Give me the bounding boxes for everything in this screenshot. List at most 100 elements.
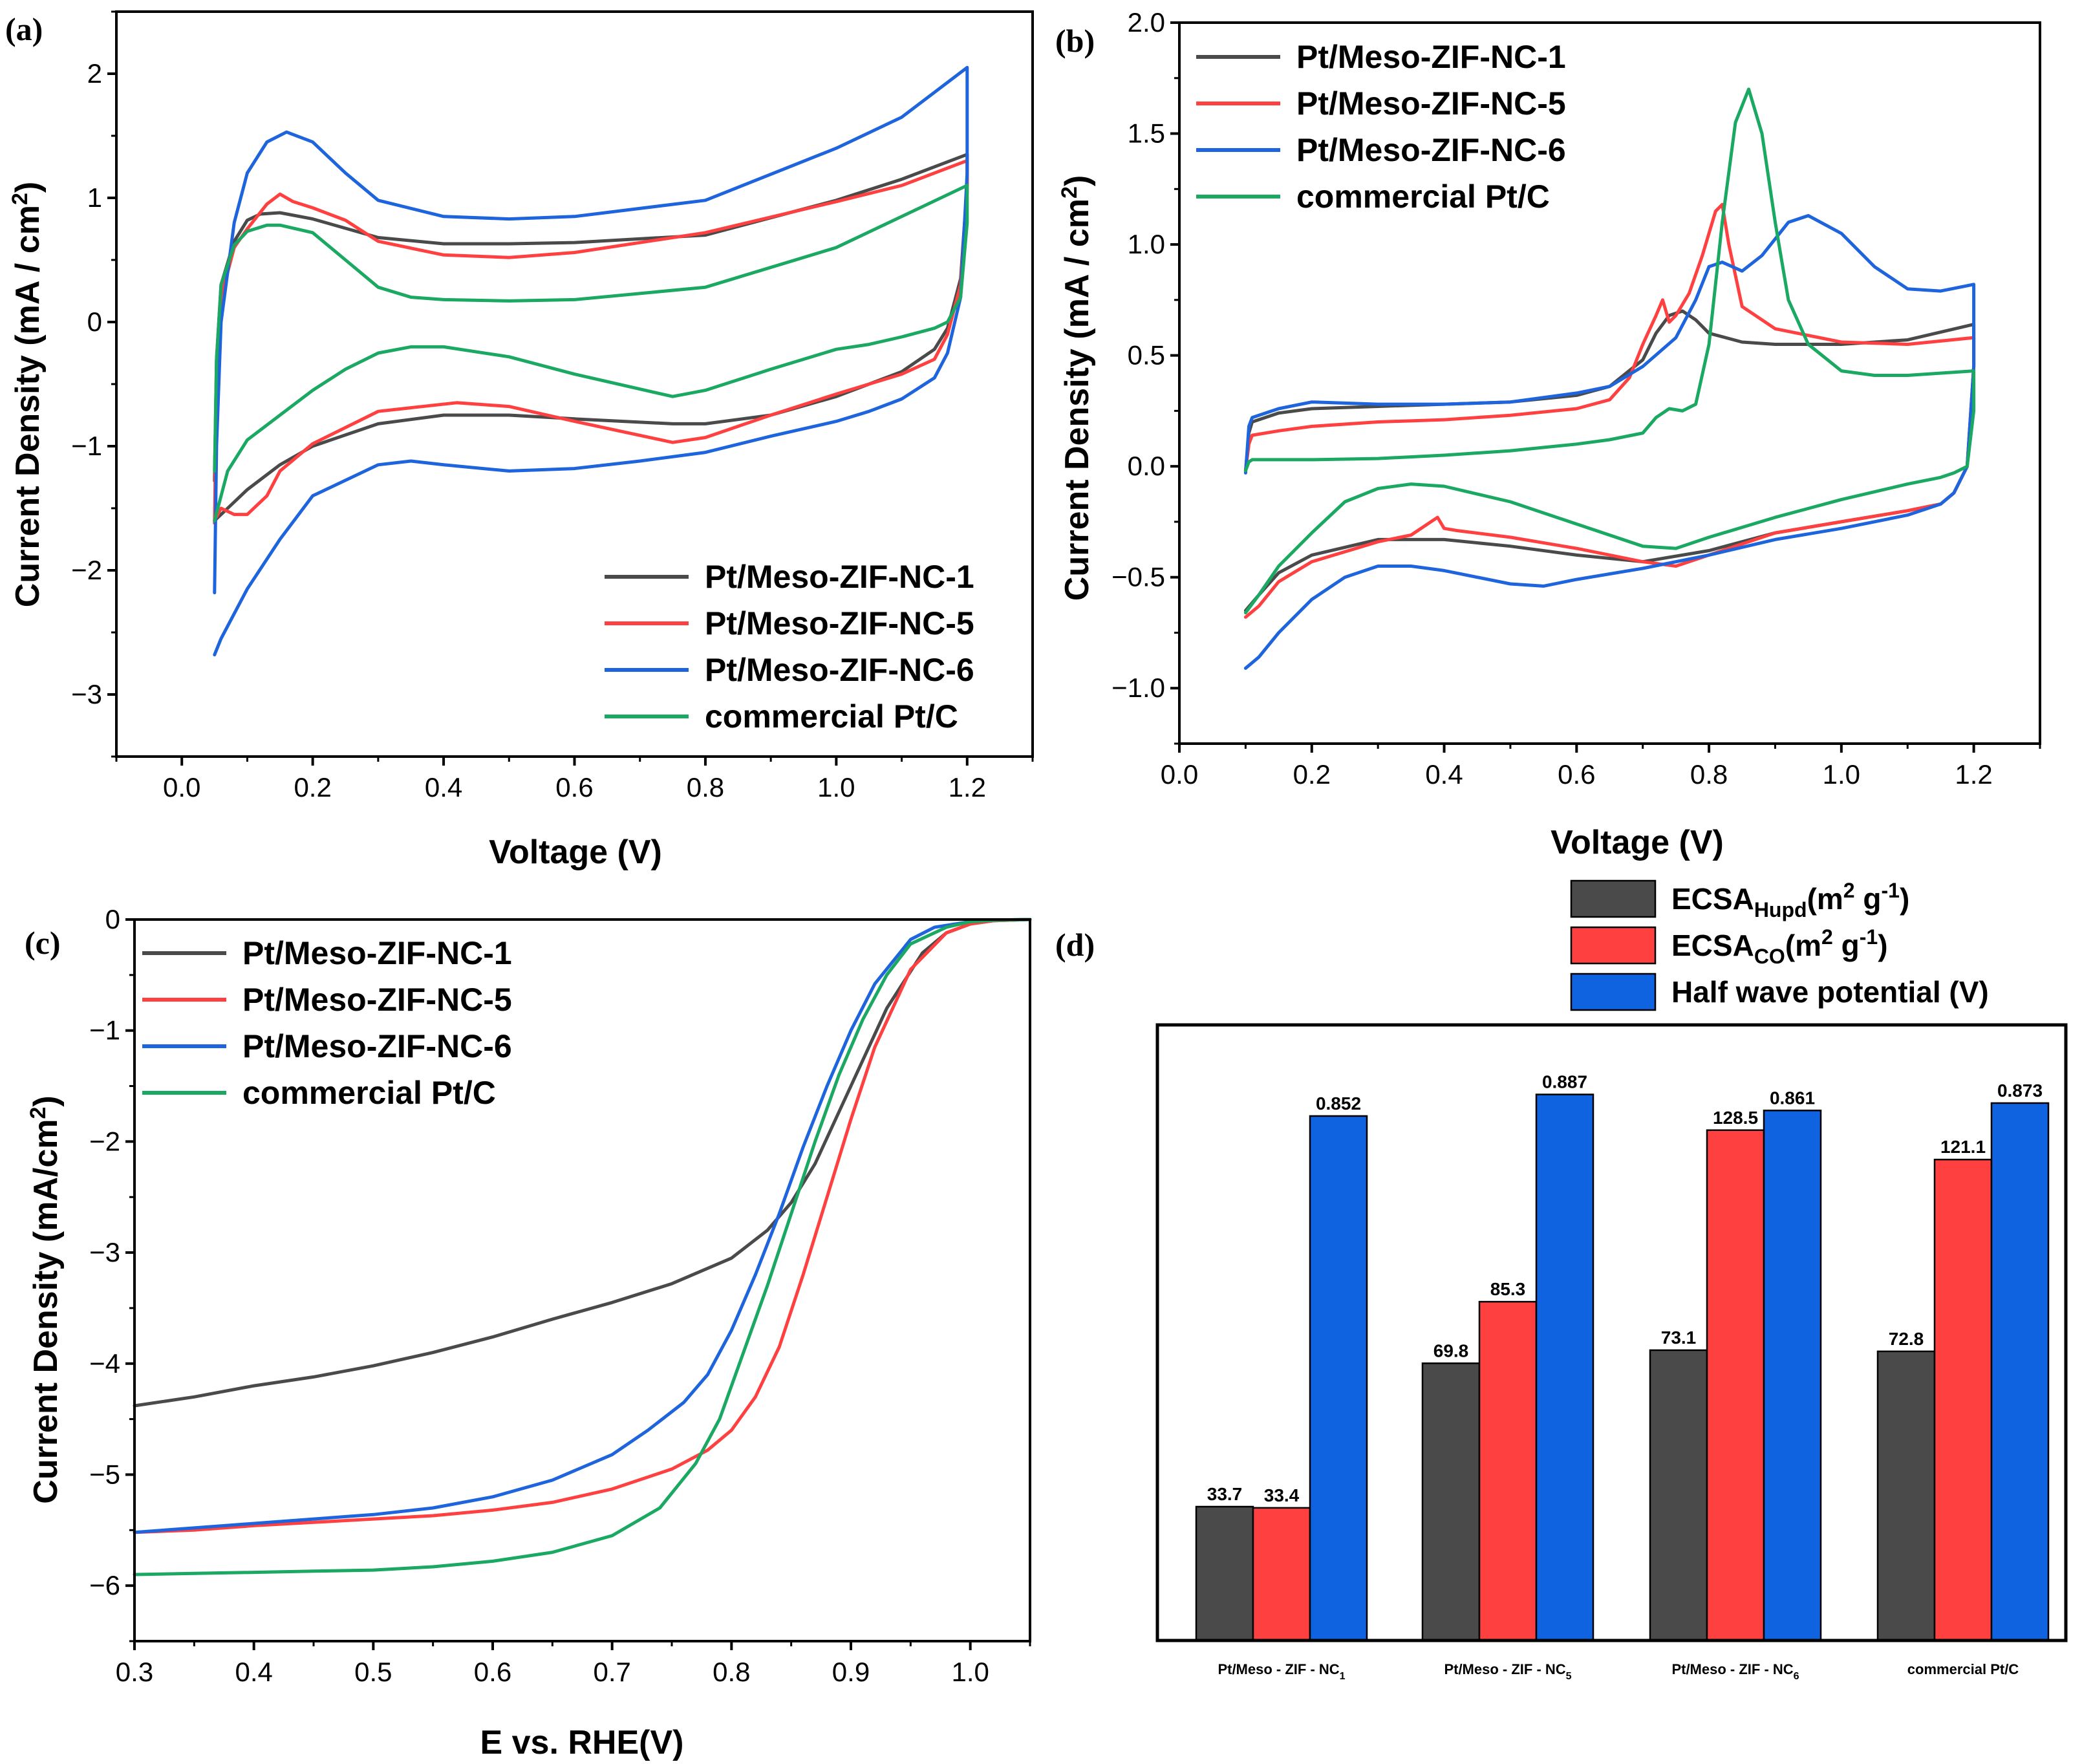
panel-a-y-tick-label: 2: [87, 58, 102, 89]
panel-d-bar-value-label: 69.8: [1433, 1340, 1469, 1361]
panel-a-y-tick-label: −2: [71, 555, 102, 585]
panel-c-x-axis-title: E vs. RHE(V): [480, 1724, 684, 1761]
panel-d-legend-label-2: ECSACO(m2 g-1): [1671, 925, 1888, 968]
panel-b-y-tick-label: 2.0: [1128, 7, 1165, 38]
panel-d-bar-s3-c4: [1990, 1102, 2050, 1642]
panel-a-x-tick-label: 0.2: [294, 772, 331, 802]
panel-c-plot-frame: [133, 918, 1031, 1642]
panel-c-series-line-3: [133, 918, 1032, 1534]
panel-d-bar-value-label: 0.887: [1542, 1072, 1587, 1092]
panel-d-bar-s3-c3: [1763, 1110, 1822, 1642]
panel-d-bar-value-label: 33.7: [1207, 1484, 1243, 1504]
panel-b-label: (b): [1055, 23, 1095, 59]
panel-c-legend: Pt/Meso-ZIF-NC-1 Pt/Meso-ZIF-NC-5 Pt/Meso-…: [142, 935, 512, 1111]
panel-b-series-line-1: [1243, 309, 1976, 612]
panel-d-legend-label-3: Half wave potential (V): [1671, 975, 1989, 1009]
panel-d-legend: ECSAHupd(m2 g-1)ECSACO(m2 g-1) Half wave …: [1570, 879, 1989, 1011]
panel-a-y-tick-label: −3: [71, 679, 102, 709]
panel-c-series-line-2: [133, 918, 1032, 1534]
panel-d-bar-s1-c2: [1421, 1362, 1481, 1642]
panel-d-bar-s1-c3: [1649, 1349, 1708, 1642]
panel-c-x-tick-label: 0.7: [593, 1657, 630, 1687]
panel-c-x-tick-label: 0.3: [116, 1657, 153, 1687]
panel-c-y-tick-label: −3: [89, 1237, 120, 1267]
panel-b-x-tick-label: 0.4: [1425, 759, 1463, 790]
panel-c-y-tick-label: −4: [89, 1348, 120, 1379]
panel-a-x-tick-label: 0.8: [687, 772, 724, 802]
panel-d-bar-value-label: 0.861: [1770, 1088, 1815, 1108]
panel-c-y-tick-label: −6: [89, 1570, 120, 1600]
panel-c-x-tick-label: 0.4: [235, 1657, 272, 1687]
panel-d-category-label-3: Pt/Meso - ZIF - NC6: [1671, 1661, 1799, 1682]
panel-d-bar-value-label: 85.3: [1490, 1279, 1526, 1299]
panel-a-y-tick-label: −1: [71, 431, 102, 461]
panel-b-x-tick-label: 0.8: [1690, 759, 1728, 790]
panel-a-ticks: 0.0 0.2 0.4 0.6 0.8 1.0 1.2 −3 −2 −1 0 1 2: [71, 10, 1034, 802]
panel-b-legend-label-3: Pt/Meso-ZIF-NC-6: [1296, 132, 1566, 168]
panel-b-y-tick-label: 1.0: [1128, 229, 1165, 259]
panel-b-legend-label-4: commercial Pt/C: [1296, 178, 1550, 215]
panel-c-x-tick-label: 0.8: [713, 1657, 750, 1687]
panel-d-bar-s2-c1: [1252, 1507, 1311, 1642]
panel-c-x-tick-label: 0.5: [354, 1657, 392, 1687]
panel-c-legend-label-3: Pt/Meso-ZIF-NC-6: [242, 1028, 512, 1064]
panel-a-x-tick-label: 0.4: [425, 772, 462, 802]
panel-b-series-line-2: [1243, 202, 1976, 619]
panel-c-plot-lines: [133, 918, 1032, 1576]
panel-c-y-tick-label: −1: [89, 1015, 120, 1046]
panel-b-co-stripping-chart: (b) 0.0 0.2 0.4 0.6 0.8 1.0 1.2 −1.0 −0.5 0.0 0.5 1…: [1055, 7, 2041, 861]
panel-d-bar-s2-c3: [1706, 1129, 1765, 1642]
panel-d-bar-s2-c4: [1933, 1158, 1993, 1642]
panel-d-bar-value-label: 128.5: [1713, 1108, 1758, 1128]
panel-b-y-tick-label: 0.5: [1128, 340, 1165, 371]
panel-a-plot-lines: [213, 65, 969, 657]
panel-a-y-tick-label: 1: [87, 182, 102, 213]
panel-c-y-tick-label: −2: [89, 1126, 120, 1156]
panel-d-bar-value-label: 73.1: [1661, 1328, 1697, 1348]
panel-c-legend-label-2: Pt/Meso-ZIF-NC-5: [242, 982, 512, 1018]
panel-b-x-tick-label: 0.6: [1558, 759, 1595, 790]
panel-c-x-tick-label: 0.6: [474, 1657, 511, 1687]
panel-b-y-axis-title: Current Density (mA / cm2): [1057, 175, 1096, 601]
panel-d-label: (d): [1055, 927, 1095, 963]
panel-b-legend-label-2: Pt/Meso-ZIF-NC-5: [1296, 85, 1566, 122]
panel-c-label: (c): [25, 925, 61, 961]
panel-c-y-tick-label: 0: [105, 904, 120, 934]
panel-b-x-tick-label: 1.0: [1823, 759, 1860, 790]
panel-b-y-tick-label: −1.0: [1111, 672, 1165, 703]
panel-a-x-axis-title: Voltage (V): [489, 834, 662, 871]
panel-c-legend-label-4: commercial Pt/C: [242, 1075, 496, 1111]
panel-d-bar-s1-c1: [1195, 1505, 1254, 1642]
panel-a-legend: Pt/Meso-ZIF-NC-1 Pt/Meso-ZIF-NC-5 Pt/Meso-…: [605, 559, 974, 735]
panel-d-bar-s3-c1: [1309, 1115, 1368, 1642]
panel-a-plot-frame: [115, 10, 1034, 758]
panel-d-bar-chart: (d) ECSAHupd(m2 g-1)ECSACO(m2 g-1) Half w…: [1055, 879, 2068, 1682]
panel-b-series-line-3: [1243, 214, 1976, 670]
panel-b-plot-lines: [1243, 87, 1976, 670]
panel-d-bar-value-label: 121.1: [1940, 1137, 1986, 1157]
panel-a-label: (a): [5, 11, 43, 47]
panel-c-x-tick-label: 1.0: [951, 1657, 989, 1687]
panel-b-x-tick-label: 0.0: [1161, 759, 1198, 790]
panel-a-legend-label-2: Pt/Meso-ZIF-NC-5: [705, 605, 974, 641]
panel-b-y-tick-label: 1.5: [1128, 118, 1165, 149]
panel-b-x-tick-label: 0.2: [1293, 759, 1331, 790]
panel-d-legend-swatch-1: [1570, 879, 1657, 918]
panel-d-legend-label-1: ECSAHupd(m2 g-1): [1671, 879, 1909, 921]
panel-b-ticks: 0.0 0.2 0.4 0.6 0.8 1.0 1.2 −1.0 −0.5 0.0 0.5 1.0 1.…: [1111, 7, 2041, 790]
panel-c-series-line-4: [133, 918, 1032, 1576]
panel-b-plot-frame: [1178, 21, 2041, 745]
panel-c-orr-chart: (c) 0.3 0.4 0.5 0.6 0.7 0.8 0.9 1.0 −6 −5 −4 −3 −2 −1…: [25, 904, 1032, 1761]
panel-a-x-tick-label: 1.0: [817, 772, 855, 802]
panel-a-y-axis-title: Current Density (mA / cm2): [8, 182, 47, 607]
panel-a-series-line-4: [213, 184, 969, 522]
panel-d-legend-swatch-2: [1570, 926, 1657, 965]
panel-b-x-tick-label: 1.2: [1955, 759, 1992, 790]
panel-d-bars: 33.7 69.8 73.1 72.8 33.4 85.3 128.5 121.1 0.852 0…: [1195, 1072, 2050, 1642]
panel-d-bar-value-label: 0.852: [1316, 1093, 1361, 1113]
panel-d-category-label-1: Pt/Meso - ZIF - NC1: [1218, 1661, 1345, 1682]
panel-a-x-tick-label: 1.2: [949, 772, 986, 802]
panel-c-x-tick-label: 0.9: [832, 1657, 870, 1687]
panel-a-y-tick-label: 0: [87, 307, 102, 337]
